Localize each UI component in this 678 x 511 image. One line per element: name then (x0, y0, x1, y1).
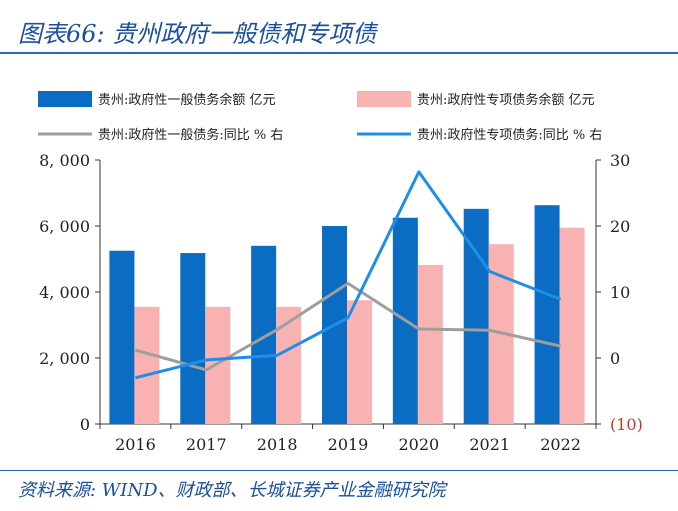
bar-special-debt (134, 306, 160, 424)
x-tick-label: 2017 (186, 435, 227, 454)
right-tick-label: 0 (610, 349, 620, 368)
bar-general-debt (251, 245, 277, 424)
bar-general-debt (109, 250, 135, 424)
x-tick-label: 2019 (328, 435, 369, 454)
legend-label: 贵州:政府性专项债务余额 亿元 (417, 92, 595, 108)
lines (135, 170, 562, 380)
right-tick-label: 20 (610, 217, 630, 236)
bar-special-debt (559, 227, 585, 424)
bar-special-debt (276, 306, 302, 424)
x-tick-label: 2021 (469, 435, 510, 454)
line-general-yoy (135, 281, 561, 372)
figure-title: 图表66: 贵州政府一般债和专项债 (18, 20, 377, 48)
left-tick-label: 2, 000 (39, 349, 90, 368)
axes: 0 2, 000 4, 000 6, 000 8, 000 (10) 0 10 20 30 2016… (39, 151, 643, 454)
bars (109, 205, 585, 424)
legend-label: 贵州:政府性专项债务:同比 % 右 (417, 127, 602, 143)
legend: 贵州:政府性一般债务余额 亿元 贵州:政府性专项债务余额 亿元贵州:政府性一般债务… (38, 91, 602, 143)
chart: 贵州:政府性一般债务余额 亿元 贵州:政府性专项债务余额 亿元贵州:政府性一般债务… (38, 91, 643, 454)
x-tick-label: 2016 (115, 435, 156, 454)
bar-general-debt (534, 205, 560, 424)
left-tick-label: 4, 000 (39, 283, 90, 302)
left-tick-label: 6, 000 (39, 217, 90, 236)
x-tick-label: 2018 (257, 435, 298, 454)
bar-general-debt (180, 253, 206, 424)
x-tick-label: 2022 (540, 435, 581, 454)
left-tick-label: 0 (80, 415, 90, 434)
right-tick-label: (10) (610, 415, 643, 434)
bar-general-debt (463, 208, 489, 424)
legend-swatch-bar (357, 91, 411, 107)
source-rule (0, 470, 678, 471)
left-tick-label: 8, 000 (39, 151, 90, 170)
legend-label: 贵州:政府性一般债务:同比 % 右 (98, 127, 283, 143)
right-tick-label: 30 (610, 151, 630, 170)
x-tick-label: 2020 (398, 435, 439, 454)
bar-special-debt (417, 264, 443, 424)
legend-label: 贵州:政府性一般债务余额 亿元 (98, 92, 276, 108)
source-note: 资料来源: WIND、财政部、长城证券产业金融研究院 (18, 480, 446, 501)
line-special-yoy (135, 170, 562, 380)
title-rule (0, 52, 678, 54)
right-tick-label: 10 (610, 283, 630, 302)
bar-special-debt (347, 300, 372, 424)
legend-swatch-bar (38, 91, 92, 107)
bar-special-debt (205, 306, 231, 424)
